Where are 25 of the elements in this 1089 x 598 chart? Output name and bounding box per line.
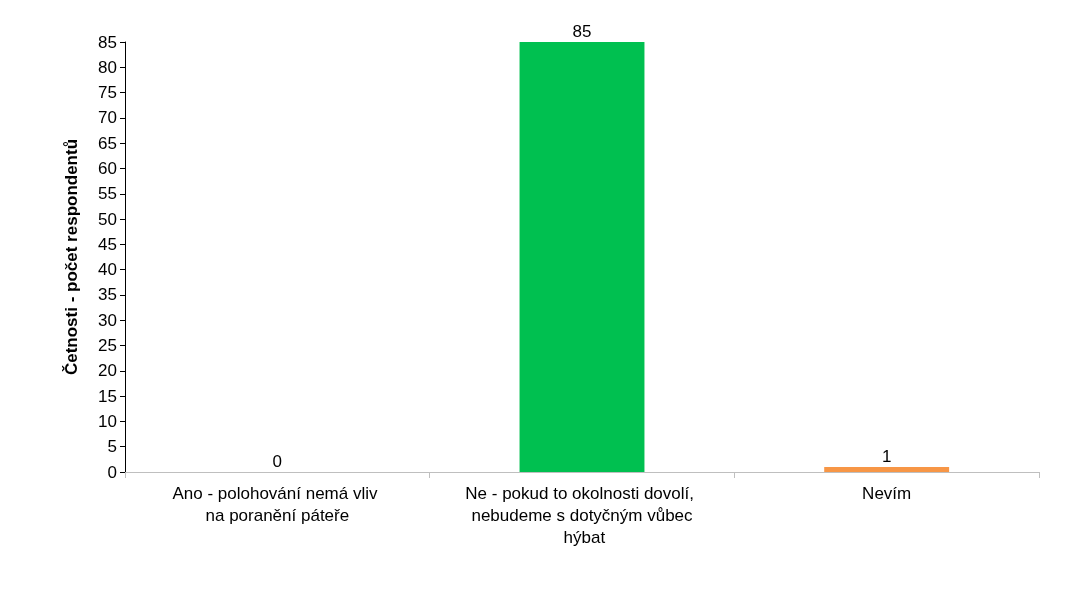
y-tick-label: 20: [98, 361, 117, 381]
y-tick-label: 0: [107, 462, 117, 482]
data-label: 85: [572, 22, 592, 41]
data-label: 0: [272, 452, 283, 471]
data-label: 1: [881, 446, 892, 466]
y-tick-label: 15: [98, 386, 117, 406]
x-tick-label: Ano - polohování nemá vliv na poranění páteře: [172, 483, 383, 525]
y-tick-label: 35: [98, 285, 117, 305]
y-tick-label: 40: [98, 260, 117, 280]
y-tick-label: 30: [98, 310, 117, 330]
y-tick-label: 25: [98, 336, 117, 356]
y-axis-title: Četnosti - počet respondentů: [62, 138, 81, 376]
y-tick-label: 80: [98, 57, 117, 77]
y-tick-label: 75: [98, 83, 117, 103]
y-tick-label: 60: [98, 158, 117, 178]
y-tick-label: 85: [98, 32, 117, 52]
x-tick-label: Nevím: [862, 483, 912, 503]
y-tick-label: 65: [98, 133, 117, 153]
y-tick-label: 10: [98, 411, 117, 431]
x-tick-label: Ne - pokud to okolnosti dovolí, nebudeme s dotyčným vůbec hýbat: [465, 483, 699, 547]
y-tick-label: 70: [98, 108, 117, 128]
y-tick-label: 45: [98, 234, 117, 254]
y-tick-label: 55: [98, 184, 117, 204]
y-tick-label: 50: [98, 209, 117, 229]
y-tick-label: 5: [107, 437, 117, 457]
